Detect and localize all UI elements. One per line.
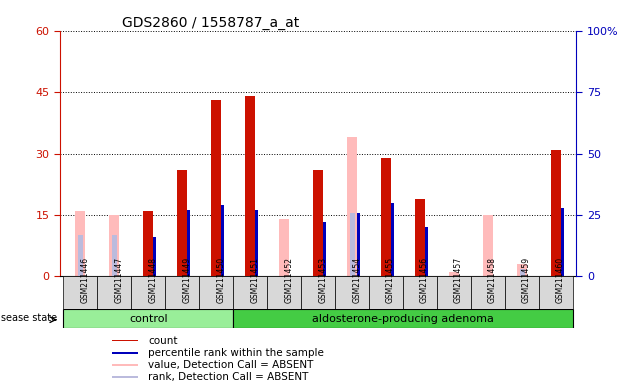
Bar: [63, 276, 97, 309]
Bar: [112, 376, 138, 378]
Text: disease state: disease state: [0, 313, 57, 323]
Text: GSM211457: GSM211457: [454, 257, 463, 303]
Text: GDS2860 / 1558787_a_at: GDS2860 / 1558787_a_at: [122, 16, 299, 30]
Bar: [539, 276, 573, 309]
Bar: [255, 210, 258, 276]
Bar: [403, 276, 437, 309]
Bar: [415, 199, 425, 276]
Bar: [425, 227, 428, 276]
Bar: [246, 96, 255, 276]
Text: count: count: [148, 336, 178, 346]
Bar: [347, 137, 357, 276]
Bar: [153, 237, 156, 276]
Bar: [267, 276, 301, 309]
Bar: [561, 208, 564, 276]
Bar: [517, 264, 527, 276]
Bar: [335, 276, 369, 309]
Text: GSM211460: GSM211460: [556, 257, 565, 303]
Text: GSM211450: GSM211450: [216, 257, 225, 303]
Text: GSM211453: GSM211453: [318, 257, 327, 303]
Text: GSM211449: GSM211449: [182, 257, 191, 303]
Bar: [248, 242, 253, 276]
Text: percentile rank within the sample: percentile rank within the sample: [148, 348, 324, 358]
Text: GSM211458: GSM211458: [488, 257, 497, 303]
Bar: [76, 211, 85, 276]
Bar: [165, 276, 199, 309]
Bar: [112, 340, 138, 341]
Bar: [357, 213, 360, 276]
Bar: [199, 276, 233, 309]
Bar: [301, 276, 335, 309]
Bar: [313, 170, 323, 276]
Text: rank, Detection Call = ABSENT: rank, Detection Call = ABSENT: [148, 372, 309, 382]
Bar: [520, 269, 525, 276]
Bar: [279, 219, 289, 276]
Bar: [437, 276, 471, 309]
Bar: [323, 222, 326, 276]
Bar: [391, 203, 394, 276]
Text: control: control: [129, 314, 168, 324]
Text: GSM211455: GSM211455: [386, 257, 395, 303]
Bar: [77, 235, 83, 276]
Bar: [381, 158, 391, 276]
Text: GSM211452: GSM211452: [284, 257, 293, 303]
Bar: [112, 235, 117, 276]
Bar: [449, 272, 459, 276]
Bar: [233, 276, 267, 309]
Text: GSM211451: GSM211451: [250, 257, 259, 303]
Bar: [110, 215, 119, 276]
Bar: [221, 205, 224, 276]
Bar: [246, 223, 255, 276]
Bar: [112, 364, 138, 366]
Bar: [187, 210, 190, 276]
Text: GSM211456: GSM211456: [420, 257, 429, 303]
Text: GSM211447: GSM211447: [114, 257, 123, 303]
Bar: [178, 170, 187, 276]
Bar: [97, 276, 131, 309]
Text: GSM211448: GSM211448: [148, 257, 158, 303]
Text: GSM211446: GSM211446: [80, 257, 89, 303]
Text: GSM211454: GSM211454: [352, 257, 361, 303]
Bar: [350, 213, 355, 276]
Bar: [369, 276, 403, 309]
Bar: [131, 276, 165, 309]
Bar: [418, 240, 423, 276]
Bar: [483, 215, 493, 276]
Text: GSM211459: GSM211459: [522, 257, 531, 303]
Text: aldosterone-producing adenoma: aldosterone-producing adenoma: [312, 314, 494, 324]
Bar: [505, 276, 539, 309]
Bar: [112, 352, 138, 354]
Bar: [212, 100, 221, 276]
Bar: [63, 309, 233, 328]
Bar: [551, 149, 561, 276]
Bar: [233, 309, 573, 328]
Text: value, Detection Call = ABSENT: value, Detection Call = ABSENT: [148, 360, 314, 370]
Bar: [471, 276, 505, 309]
Bar: [144, 211, 153, 276]
